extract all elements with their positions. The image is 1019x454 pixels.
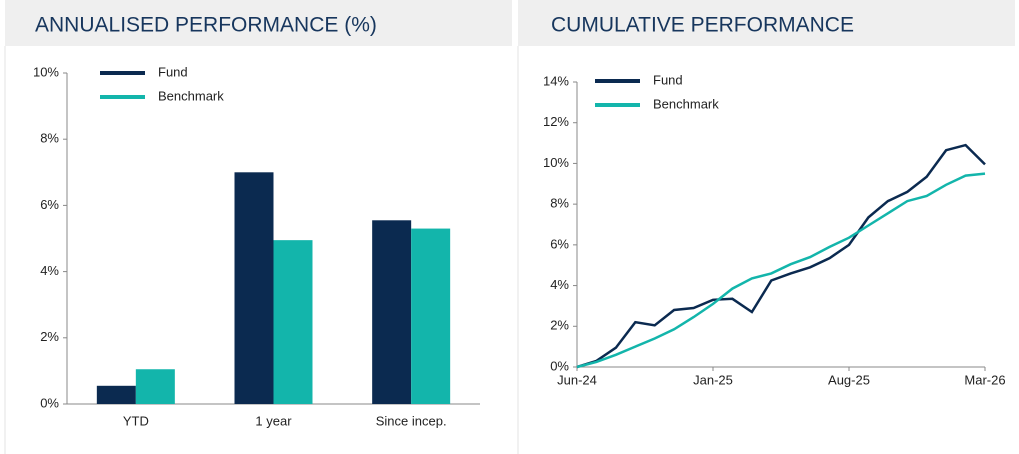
bar xyxy=(96,385,136,404)
y-tick-label: 14% xyxy=(543,73,569,88)
y-tick-label: 10% xyxy=(33,64,59,79)
y-tick-label: 4% xyxy=(40,263,59,278)
bar xyxy=(372,220,412,404)
x-tick-label: Since incep. xyxy=(376,413,447,428)
x-tick-label: Jan-25 xyxy=(693,372,733,387)
bar xyxy=(234,172,274,404)
legend-label: Fund xyxy=(158,64,188,79)
y-tick-label: 4% xyxy=(550,277,569,292)
x-tick-label: Jun-24 xyxy=(557,372,597,387)
y-tick-label: 2% xyxy=(40,329,59,344)
y-tick-label: 6% xyxy=(550,236,569,251)
chart-title: ANNUALISED PERFORMANCE (%) xyxy=(35,14,377,37)
y-tick-label: 8% xyxy=(40,131,59,146)
legend-label: Benchmark xyxy=(653,96,719,111)
y-tick-label: 10% xyxy=(543,155,569,170)
bar xyxy=(273,240,313,404)
legend-label: Benchmark xyxy=(158,88,224,103)
y-tick-label: 6% xyxy=(40,197,59,212)
x-tick-label: Aug-25 xyxy=(828,372,870,387)
y-tick-label: 0% xyxy=(40,395,59,410)
y-tick-label: 2% xyxy=(550,318,569,333)
y-tick-label: 8% xyxy=(550,196,569,211)
x-tick-label: Mar-26 xyxy=(964,372,1005,387)
y-tick-label: 0% xyxy=(550,358,569,373)
header-band xyxy=(5,0,512,46)
header-band xyxy=(518,0,1015,46)
bar xyxy=(411,228,451,404)
x-tick-label: 1 year xyxy=(255,413,292,428)
x-tick-label: YTD xyxy=(123,413,149,428)
line-series xyxy=(576,143,986,369)
y-tick-label: 12% xyxy=(543,114,569,129)
chart-title: CUMULATIVE PERFORMANCE xyxy=(551,14,854,37)
line-series xyxy=(576,172,986,369)
legend-label: Fund xyxy=(653,72,683,87)
bar xyxy=(135,369,175,404)
